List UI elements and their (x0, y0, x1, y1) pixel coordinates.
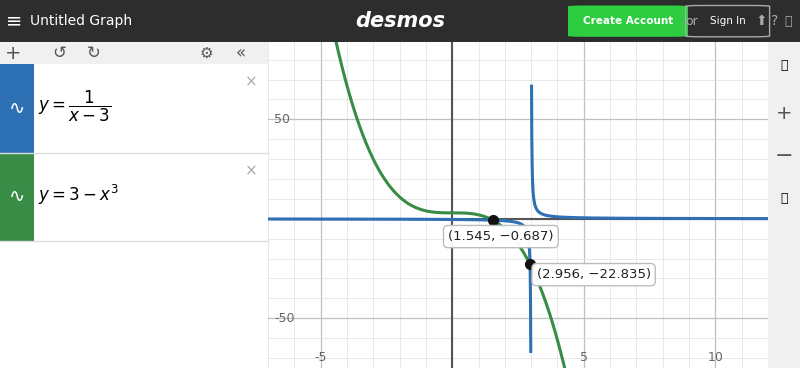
Text: -5: -5 (314, 351, 327, 364)
Text: ↺: ↺ (52, 45, 66, 62)
Text: $y = \dfrac{1}{x-3}$: $y = \dfrac{1}{x-3}$ (38, 89, 111, 124)
Text: (2.956, −22.835): (2.956, −22.835) (537, 268, 650, 281)
Text: 10: 10 (707, 351, 723, 364)
Text: Create Account: Create Account (583, 16, 673, 26)
Text: 🌐: 🌐 (784, 15, 792, 28)
Text: desmos: desmos (355, 11, 445, 31)
Text: 🔧: 🔧 (780, 59, 788, 72)
Text: ⬆: ⬆ (756, 14, 767, 28)
FancyBboxPatch shape (568, 6, 688, 37)
Text: Untitled Graph: Untitled Graph (30, 14, 133, 28)
Text: or: or (686, 15, 698, 28)
Text: ?: ? (770, 14, 778, 28)
Text: ≡: ≡ (6, 12, 22, 31)
Text: 5: 5 (580, 351, 588, 364)
Text: 50: 50 (274, 113, 290, 126)
Text: $y = 3 - x^3$: $y = 3 - x^3$ (38, 183, 118, 207)
Text: «: « (236, 45, 246, 62)
Text: ∿: ∿ (9, 187, 25, 206)
Text: ×: × (245, 163, 258, 178)
Text: 🏠: 🏠 (780, 192, 788, 205)
Text: ×: × (245, 75, 258, 90)
Text: +: + (776, 105, 792, 124)
Text: ⚙: ⚙ (199, 46, 213, 61)
Text: Sign In: Sign In (710, 16, 746, 26)
Text: ↻: ↻ (87, 45, 101, 62)
Text: ∿: ∿ (9, 99, 25, 118)
Text: −: − (774, 146, 794, 166)
Text: +: + (5, 44, 22, 63)
Text: -50: -50 (274, 312, 294, 325)
Text: (1.545, −0.687): (1.545, −0.687) (448, 230, 554, 243)
Text: 100: 100 (274, 13, 298, 26)
